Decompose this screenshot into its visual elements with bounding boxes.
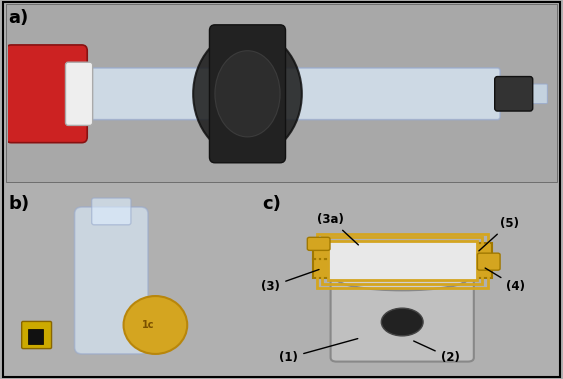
FancyBboxPatch shape	[477, 253, 500, 270]
FancyBboxPatch shape	[312, 243, 491, 259]
Bar	[28, 329, 43, 344]
Text: (3a): (3a)	[317, 213, 359, 245]
Ellipse shape	[193, 31, 302, 157]
Text: (5): (5)	[479, 216, 519, 251]
Text: c): c)	[262, 195, 281, 213]
Bar	[322, 237, 482, 284]
FancyBboxPatch shape	[330, 274, 474, 362]
Text: a): a)	[8, 9, 29, 27]
FancyBboxPatch shape	[495, 77, 533, 111]
Ellipse shape	[215, 51, 280, 137]
Circle shape	[123, 296, 187, 354]
Text: b): b)	[8, 195, 30, 213]
Text: 1c: 1c	[142, 320, 154, 330]
FancyBboxPatch shape	[6, 45, 87, 143]
Circle shape	[381, 308, 423, 336]
Bar	[328, 241, 477, 280]
FancyBboxPatch shape	[312, 259, 491, 279]
FancyBboxPatch shape	[524, 84, 547, 103]
FancyBboxPatch shape	[21, 321, 52, 349]
FancyBboxPatch shape	[74, 207, 148, 354]
FancyBboxPatch shape	[65, 62, 93, 125]
Text: (2): (2)	[414, 341, 459, 364]
FancyBboxPatch shape	[307, 237, 330, 251]
FancyBboxPatch shape	[71, 68, 500, 120]
Ellipse shape	[337, 266, 468, 290]
FancyBboxPatch shape	[209, 25, 285, 163]
FancyBboxPatch shape	[328, 241, 477, 280]
Text: (1): (1)	[279, 338, 358, 364]
Text: (4): (4)	[485, 268, 525, 293]
Bar	[6, 4, 557, 182]
Bar	[317, 234, 488, 288]
Text: (3): (3)	[261, 269, 319, 293]
FancyBboxPatch shape	[92, 198, 131, 225]
